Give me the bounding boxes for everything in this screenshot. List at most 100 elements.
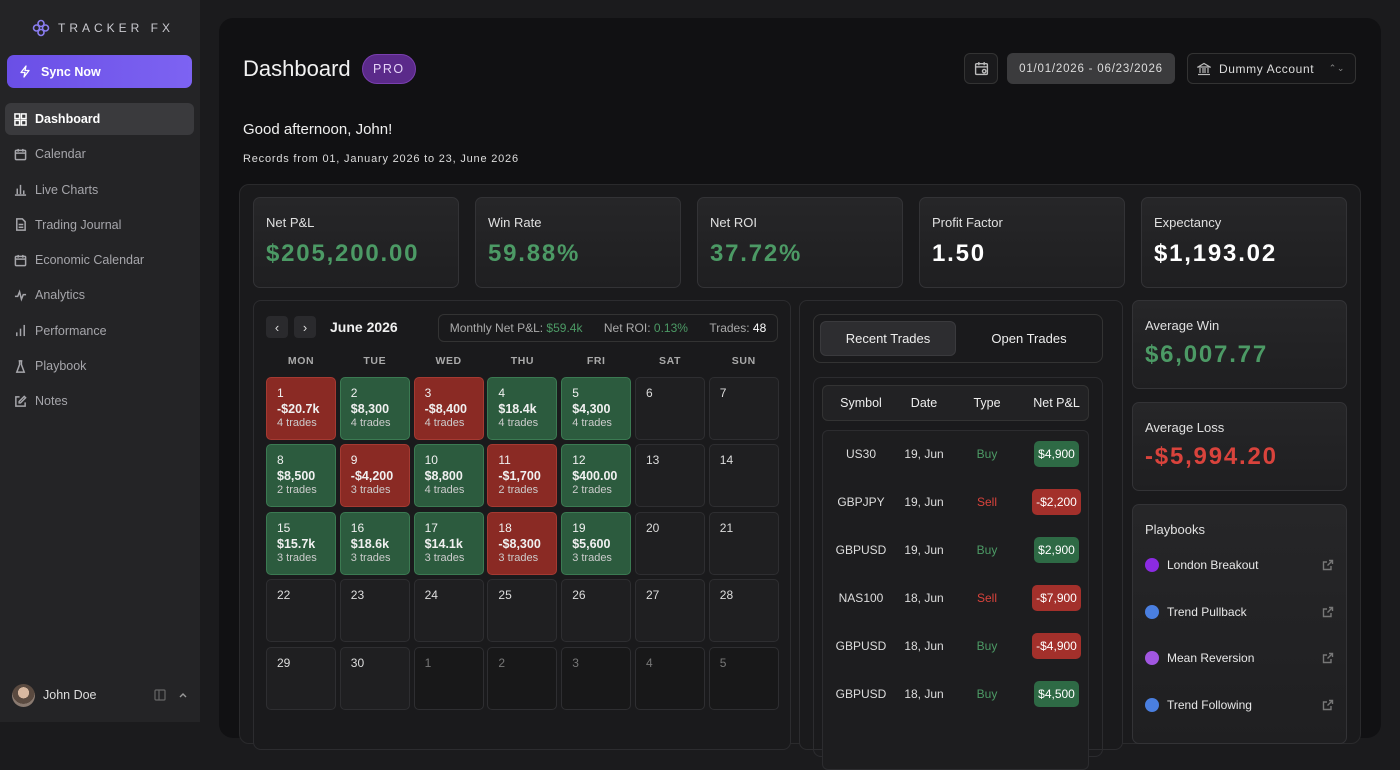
- calendar-day-cell[interactable]: 29: [266, 646, 336, 710]
- calendar-day-cell[interactable]: 16 $18.6k 3 trades: [339, 511, 410, 575]
- pro-badge: PRO: [362, 54, 416, 84]
- calendar-day-cell[interactable]: 14: [708, 444, 779, 508]
- external-link-icon[interactable]: [1322, 559, 1334, 571]
- calendar-day-cell[interactable]: 7: [708, 377, 779, 440]
- calendar-day-cell[interactable]: 27: [635, 579, 705, 643]
- table-row[interactable]: GBPUSD 18, Jun Buy -$4,900: [823, 631, 1088, 661]
- calendar-day-cell[interactable]: 2 $8,300 4 trades: [339, 377, 410, 440]
- calendar-day-cell[interactable]: 24: [413, 579, 484, 643]
- calendar-day-cell[interactable]: 4 $18.4k 4 trades: [487, 377, 558, 440]
- calendar-day-cell[interactable]: 18 -$8,300 3 trades: [487, 511, 558, 575]
- playbook-item[interactable]: Mean Reversion: [1145, 651, 1334, 665]
- sidebar-item-analytics[interactable]: Analytics: [5, 279, 194, 311]
- collapse-sidebar-icon[interactable]: [154, 689, 166, 701]
- calendar-day-cell[interactable]: 23: [339, 579, 410, 643]
- external-link-icon[interactable]: [1322, 606, 1334, 618]
- calendar-day-cell[interactable]: 6: [635, 377, 705, 440]
- day-number: 8: [277, 453, 284, 468]
- calendar-day-cell[interactable]: 30: [339, 646, 410, 710]
- calendar-day-cell[interactable]: 12 $400.00 2 trades: [561, 444, 632, 508]
- calendar-day-cell[interactable]: 20: [635, 511, 705, 575]
- day-number: 4: [498, 386, 506, 400]
- day-number: 20: [646, 520, 660, 535]
- calendar-day-cell[interactable]: 2: [487, 646, 558, 710]
- calendar-day-cell[interactable]: 3: [561, 646, 632, 710]
- trades-tabs: Recent Trades Open Trades: [813, 314, 1103, 363]
- playbook-color-dot: [1145, 558, 1159, 572]
- logo[interactable]: TRACKER FX: [32, 18, 174, 38]
- day-pnl: $8,300: [350, 402, 390, 416]
- playbook-item[interactable]: Trend Following: [1145, 697, 1334, 712]
- avatar: [12, 683, 35, 707]
- day-number: 10: [424, 453, 438, 468]
- user-profile[interactable]: John Doe: [12, 683, 188, 707]
- external-link-icon[interactable]: [1322, 699, 1334, 711]
- day-number: 2: [350, 386, 358, 400]
- calendar-day-cell[interactable]: 11 -$1,700 2 trades: [487, 444, 558, 508]
- calendar-day-cell[interactable]: 5: [708, 646, 779, 710]
- calendar-picker-button[interactable]: [964, 53, 998, 84]
- calendar-day-cell[interactable]: 15 $15.7k 3 trades: [266, 511, 336, 575]
- calendar-day-cell[interactable]: 21: [708, 511, 779, 575]
- sidebar-item-live-charts[interactable]: Live Charts: [5, 174, 194, 206]
- table-row[interactable]: NAS100 18, Jun Sell -$7,900: [823, 583, 1088, 613]
- calendar-day-cell[interactable]: 13: [635, 444, 705, 508]
- account-select[interactable]: Dummy Account ⌃⌄: [1187, 53, 1356, 84]
- sidebar-item-trading-journal[interactable]: Trading Journal: [5, 209, 194, 241]
- calendar-day-cell[interactable]: 28: [708, 579, 779, 643]
- sidebar-item-label: Trading Journal: [35, 217, 122, 232]
- table-row[interactable]: GBPJPY 19, Jun Sell -$2,200: [823, 487, 1088, 517]
- table-row[interactable]: GBPUSD 18, Jun Buy $4,500: [823, 679, 1088, 709]
- day-pnl: $5,600: [572, 536, 611, 551]
- playbook-item[interactable]: London Breakout: [1145, 558, 1334, 572]
- sidebar-item-dashboard[interactable]: Dashboard: [5, 103, 194, 135]
- calendar-day-cell[interactable]: 25: [487, 579, 558, 643]
- trade-pnl-pill: $2,900: [1034, 537, 1079, 563]
- sync-now-button[interactable]: Sync Now: [7, 55, 192, 88]
- sidebar-item-notes[interactable]: Notes: [5, 385, 194, 417]
- calendar-day-cell[interactable]: 9 -$4,200 3 trades: [339, 444, 410, 508]
- calendar-day-cell[interactable]: 17 $14.1k 3 trades: [413, 511, 484, 575]
- edit-icon: [15, 395, 27, 407]
- calendar-day-cell[interactable]: 19 $5,600 3 trades: [561, 511, 632, 575]
- bar-chart-icon: [14, 184, 27, 196]
- day-pnl: -$8,300: [498, 536, 541, 551]
- sidebar-item-performance[interactable]: Performance: [5, 315, 194, 347]
- day-number: 25: [498, 588, 512, 603]
- day-trade-count: 3 trades: [424, 551, 465, 564]
- day-number: 21: [719, 520, 734, 535]
- calendar-day-cell[interactable]: 8 $8,500 2 trades: [266, 444, 336, 508]
- date-range-selector[interactable]: 01/01/2026 - 06/23/2026: [1007, 53, 1175, 84]
- bar-chart-icon: [16, 325, 25, 337]
- calendar-day-cell[interactable]: 1: [413, 646, 484, 710]
- calendar-day-cell[interactable]: 4: [635, 646, 705, 710]
- next-month-button[interactable]: ›: [294, 316, 316, 338]
- playbook-item[interactable]: Trend Pullback: [1145, 604, 1334, 619]
- day-trade-count: 4 trades: [498, 417, 539, 429]
- day-pnl: $400.00: [572, 469, 618, 484]
- stat-value: 37.72%: [710, 240, 803, 267]
- prev-month-button[interactable]: ‹: [266, 316, 288, 338]
- calendar-day-cell[interactable]: 1 -$20.7k 4 trades: [266, 377, 336, 440]
- day-number: 6: [646, 386, 653, 400]
- calendar-day-cell[interactable]: 10 $8,800 4 trades: [413, 444, 484, 508]
- calendar-day-cell[interactable]: 3 -$8,400 4 trades: [413, 377, 484, 440]
- calendar-day-cell[interactable]: 26: [561, 579, 632, 643]
- sidebar-item-playbook[interactable]: Playbook: [5, 350, 194, 382]
- chevron-up-icon[interactable]: [178, 691, 188, 699]
- calendar-day-cell[interactable]: 22: [266, 579, 336, 643]
- sidebar-item-economic-calendar[interactable]: Economic Calendar: [5, 244, 194, 276]
- sidebar-item-calendar[interactable]: Calendar: [5, 138, 194, 170]
- day-number: 24: [424, 588, 438, 603]
- weekday-header: SUN: [731, 355, 756, 367]
- stat-label: Win Rate: [488, 215, 542, 230]
- tab-open-trades[interactable]: Open Trades: [991, 331, 1067, 346]
- trade-symbol: NAS100: [838, 591, 884, 605]
- calendar-day-cell[interactable]: 5 $4,300 4 trades: [561, 377, 632, 440]
- external-link-icon[interactable]: [1322, 652, 1334, 664]
- table-row[interactable]: GBPUSD 19, Jun Buy $2,900: [823, 535, 1088, 565]
- stat-card-profit-factor: Profit Factor 1.50: [919, 197, 1125, 288]
- table-row[interactable]: US30 19, Jun Buy $4,900: [823, 439, 1088, 469]
- tab-recent-trades[interactable]: Recent Trades: [820, 321, 956, 356]
- trade-pnl-pill: -$4,900: [1032, 633, 1081, 659]
